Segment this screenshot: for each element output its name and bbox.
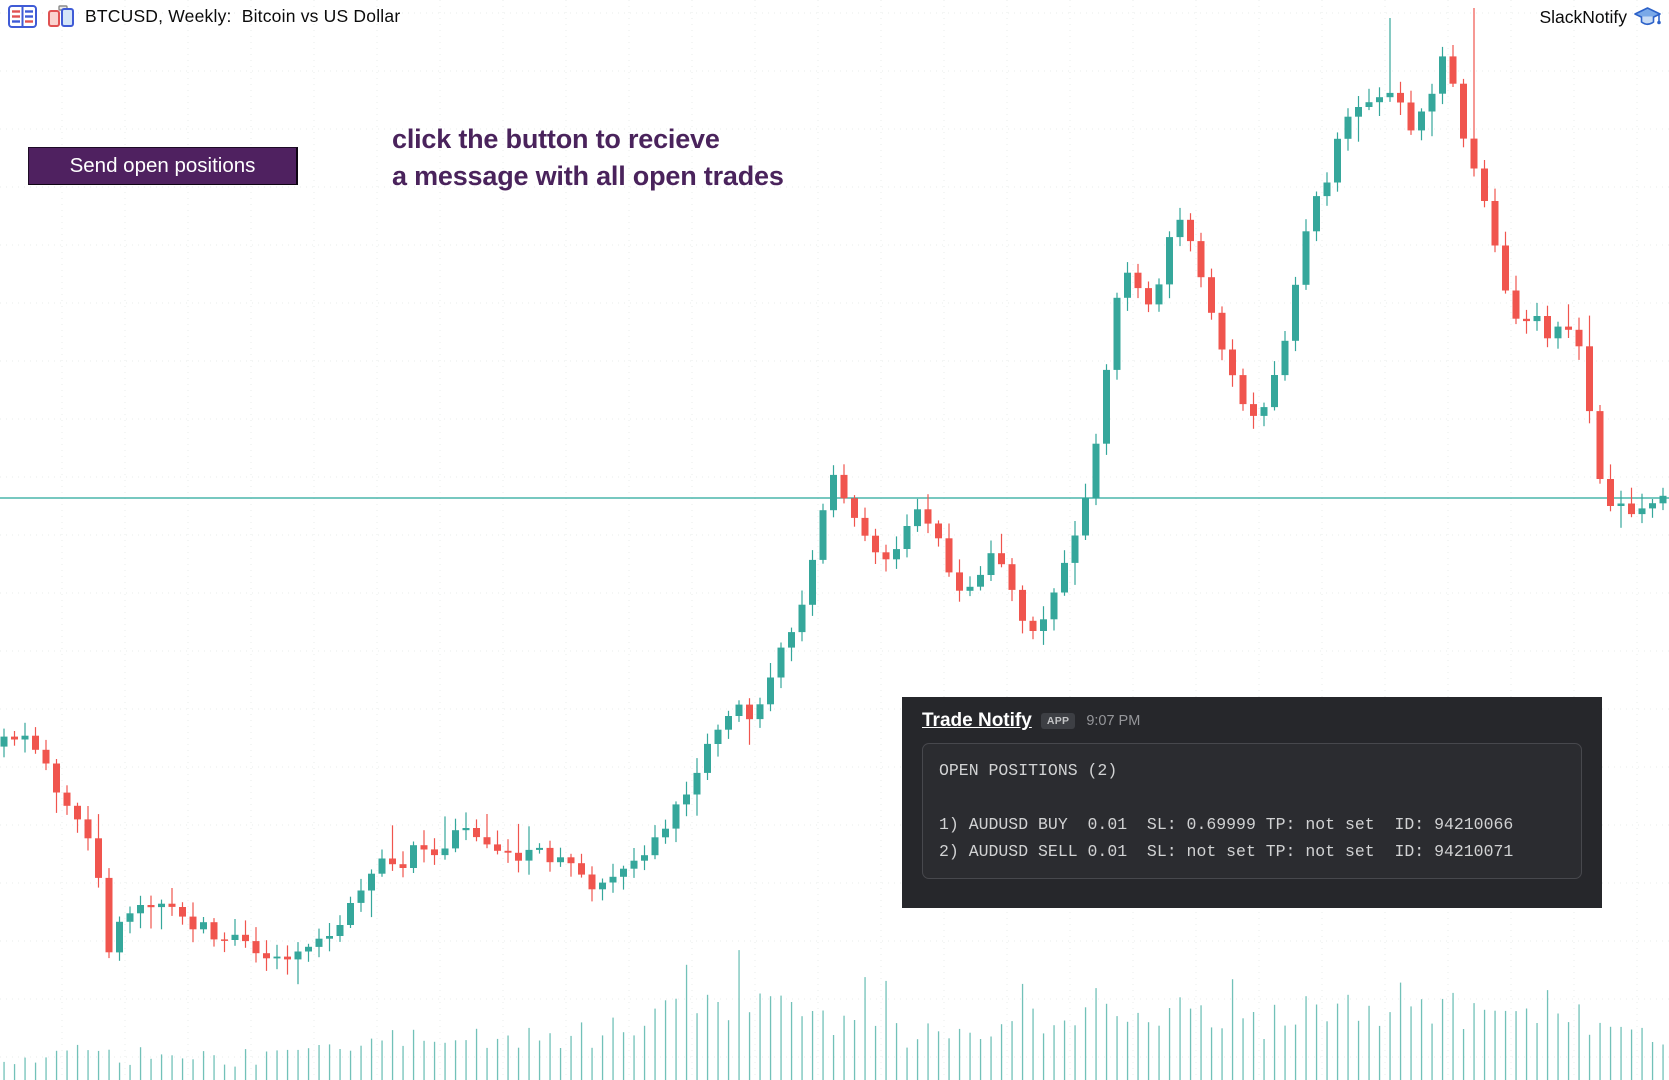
instruction-line-1: click the button to recieve: [392, 124, 720, 154]
open-positions-code-block: OPEN POSITIONS (2) 1) AUDUSD BUY 0.01 SL…: [922, 743, 1582, 879]
ea-label: SlackNotify: [1539, 6, 1661, 28]
volume-bars: [3, 950, 1664, 1080]
chart-titlebar: BTCUSD, Weekly: Bitcoin vs US Dollar: [8, 5, 400, 28]
send-open-positions-button[interactable]: Send open positions: [28, 147, 298, 185]
chart-window-icon: [47, 5, 75, 28]
positions-spacer: [939, 784, 1565, 811]
market-watch-icon: [8, 5, 37, 28]
instruction-note: click the button to recieve a message wi…: [392, 121, 784, 195]
position-row-2: 2) AUDUSD SELL 0.01 SL: not set TP: not …: [939, 842, 1514, 861]
slack-app-badge: APP: [1040, 712, 1076, 730]
slack-timestamp: 9:07 PM: [1086, 713, 1141, 729]
slack-message-header: Trade Notify APP 9:07 PM: [922, 710, 1582, 732]
slack-sender-link[interactable]: Trade Notify: [922, 710, 1032, 731]
chart-title: BTCUSD, Weekly: Bitcoin vs US Dollar: [85, 6, 401, 26]
position-row-1: 1) AUDUSD BUY 0.01 SL: 0.69999 TP: not s…: [939, 815, 1514, 834]
ea-name: SlackNotify: [1539, 6, 1627, 27]
slack-message-panel: Trade Notify APP 9:07 PM OPEN POSITIONS …: [902, 697, 1602, 908]
graduation-cap-icon: [1634, 6, 1661, 28]
candles: [0, 8, 1667, 985]
instruction-line-2: a message with all open trades: [392, 161, 784, 191]
positions-title: OPEN POSITIONS (2): [939, 761, 1118, 780]
